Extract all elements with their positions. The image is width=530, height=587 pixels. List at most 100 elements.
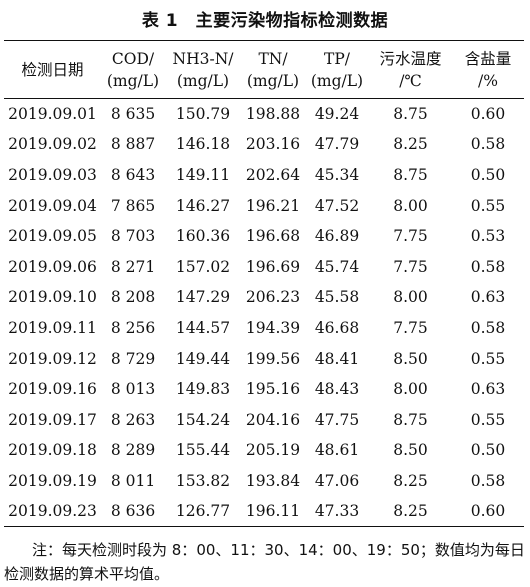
header-tp-line2: (mg/L)	[310, 71, 364, 90]
tn-cell: 204.16	[245, 410, 301, 429]
cod-cell: 8 703	[110, 227, 156, 246]
date-cell: 2019.09.16	[8, 380, 97, 399]
table-row: 2019.09.05 8 703 160.36 196.68 46.89 7.75 0.53	[4, 221, 524, 252]
tp-cell: 46.89	[314, 227, 360, 246]
table-caption: 表 1 主要污染物指标检测数据	[141, 11, 389, 31]
temperature-cell: 8.00	[393, 380, 428, 399]
header-nh3n-line1: NH3-N/	[172, 49, 234, 68]
tp-cell: 47.06	[314, 471, 360, 490]
date-cell: 2019.09.01	[8, 105, 97, 124]
cod-cell: 8 643	[110, 165, 156, 184]
date-cell: 2019.09.23	[4, 496, 101, 528]
tn-cell: 194.39	[245, 318, 301, 337]
nh3n-cell: 150.79	[175, 105, 231, 124]
nh3n-cell: 160.36	[175, 227, 231, 246]
tp-cell: 46.68	[314, 318, 360, 337]
date-cell: 2019.09.19	[8, 471, 97, 490]
table-row: 2019.09.04 7 865 146.27 196.21 47.52 8.00 0.55	[4, 190, 524, 221]
temperature-cell: 7.75	[393, 227, 428, 246]
table-row: 2019.09.10 8 208 147.29 206.23 45.58 8.00 0.63	[4, 282, 524, 313]
tp-cell: 47.33	[305, 496, 369, 528]
header-cod: COD/ (mg/L)	[101, 40, 165, 99]
header-tn-line2: (mg/L)	[246, 71, 300, 90]
salinity-cell: 0.60	[470, 105, 506, 124]
header-temperature: 污水温度 /℃	[369, 40, 452, 99]
header-salinity-line2: /%	[478, 71, 498, 90]
date-cell: 2019.09.03	[8, 165, 97, 184]
nh3n-cell: 155.44	[175, 441, 231, 460]
cod-cell: 8 887	[110, 135, 156, 154]
tn-cell: 196.11	[241, 496, 305, 528]
nh3n-cell: 147.29	[175, 288, 231, 307]
nh3n-cell: 149.83	[175, 380, 231, 399]
tn-cell: 199.56	[245, 349, 301, 368]
cod-cell: 8 271	[110, 257, 156, 276]
tp-cell: 45.34	[314, 165, 360, 184]
header-date: 检测日期	[4, 40, 101, 99]
temperature-cell: 8.50	[393, 441, 428, 460]
date-cell: 2019.09.06	[8, 257, 97, 276]
salinity-cell: 0.60	[452, 496, 524, 528]
cod-cell: 7 865	[110, 196, 156, 215]
table-row: 2019.09.11 8 256 144.57 194.39 46.68 7.75 0.58	[4, 313, 524, 344]
date-cell: 2019.09.04	[8, 196, 97, 215]
header-tn-line1: TN/	[258, 49, 288, 68]
table-row: 2019.09.17 8 263 154.24 204.16 47.75 8.75 0.55	[4, 404, 524, 435]
salinity-cell: 0.63	[470, 288, 506, 307]
date-cell: 2019.09.12	[8, 349, 97, 368]
temperature-cell: 8.00	[393, 196, 428, 215]
date-cell: 2019.09.11	[8, 318, 97, 337]
tp-cell: 45.58	[314, 288, 360, 307]
header-temperature-line2: /℃	[399, 71, 422, 90]
tp-cell: 48.43	[314, 380, 360, 399]
nh3n-cell: 144.57	[175, 318, 231, 337]
tp-cell: 47.75	[314, 410, 360, 429]
table-row: 2019.09.06 8 271 157.02 196.69 45.74 7.75 0.58	[4, 251, 524, 282]
header-cod-line1: COD/	[111, 49, 155, 68]
tp-cell: 47.52	[314, 196, 360, 215]
table-note: 注：每天检测时段为 8：00、11：30、14：00、19：50；数值均为每日检…	[4, 541, 525, 583]
temperature-cell: 8.25	[393, 135, 428, 154]
nh3n-cell: 146.18	[175, 135, 231, 154]
salinity-cell: 0.55	[470, 410, 506, 429]
temperature-cell: 8.75	[393, 105, 428, 124]
tn-cell: 196.69	[245, 257, 301, 276]
cod-cell: 8 256	[110, 318, 156, 337]
nh3n-cell: 146.27	[175, 196, 231, 215]
table-row: 2019.09.12 8 729 149.44 199.56 48.41 8.50 0.55	[4, 343, 524, 374]
tn-cell: 206.23	[245, 288, 301, 307]
table-row: 2019.09.16 8 013 149.83 195.16 48.43 8.00 0.63	[4, 374, 524, 405]
tp-cell: 48.61	[314, 441, 360, 460]
tp-cell: 49.24	[314, 105, 360, 124]
table-row: 2019.09.03 8 643 149.11 202.64 45.34 8.75 0.50	[4, 160, 524, 191]
nh3n-cell: 154.24	[175, 410, 231, 429]
temperature-cell: 8.25	[393, 471, 428, 490]
nh3n-cell: 149.11	[175, 165, 231, 184]
temperature-cell: 8.75	[393, 165, 428, 184]
pollutant-data-table: 检测日期 COD/ (mg/L) NH3-N/ (mg/L) TN/ (mg/L) T…	[4, 40, 524, 528]
cod-cell: 8 208	[110, 288, 156, 307]
salinity-cell: 0.50	[470, 165, 506, 184]
cod-cell: 8 011	[110, 471, 156, 490]
tn-cell: 203.16	[245, 135, 301, 154]
cod-cell: 8 263	[110, 410, 156, 429]
temperature-cell: 8.75	[393, 410, 428, 429]
table-row: 2019.09.01 8 635 150.79 198.88 49.24 8.75 0.60	[4, 99, 524, 130]
salinity-cell: 0.63	[470, 380, 506, 399]
header-tn: TN/ (mg/L)	[241, 40, 305, 99]
salinity-cell: 0.55	[470, 196, 506, 215]
header-salinity: 含盐量 /%	[452, 40, 524, 99]
tn-cell: 196.21	[245, 196, 301, 215]
tn-cell: 205.19	[245, 441, 301, 460]
header-salinity-line1: 含盐量	[464, 49, 512, 68]
salinity-cell: 0.58	[470, 257, 506, 276]
salinity-cell: 0.58	[470, 135, 506, 154]
header-tp-line1: TP/	[324, 49, 350, 68]
temperature-cell: 7.75	[393, 318, 428, 337]
table-row: 2019.09.02 8 887 146.18 203.16 47.79 8.25 0.58	[4, 129, 524, 160]
temperature-cell: 8.50	[393, 349, 428, 368]
table-body: 2019.09.01 8 635 150.79 198.88 49.24 8.75 0.60…	[4, 99, 524, 528]
salinity-cell: 0.55	[470, 349, 506, 368]
cod-cell: 8 013	[110, 380, 156, 399]
cod-cell: 8 636	[101, 496, 165, 528]
